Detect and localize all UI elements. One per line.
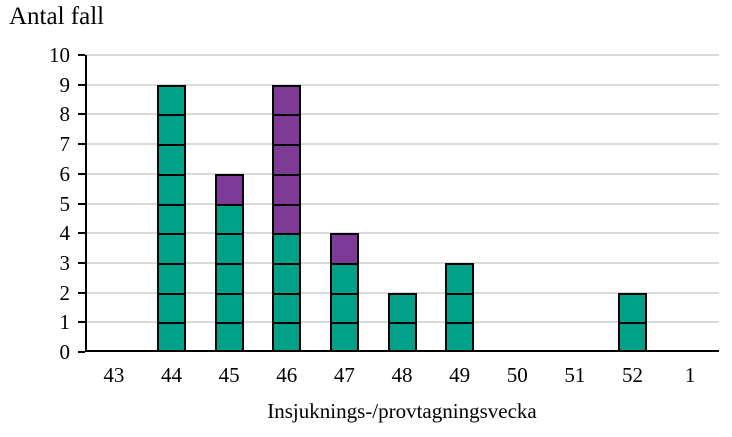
bar-cell	[156, 292, 186, 325]
x-tick-label: 49	[449, 363, 471, 387]
bar-cell	[156, 84, 186, 117]
gridline	[85, 113, 719, 116]
y-tick-label: 4	[59, 221, 71, 246]
bar-cell	[329, 292, 359, 325]
gridline	[85, 143, 719, 146]
y-tick-label: 9	[59, 72, 71, 97]
x-tick-label: 43	[103, 363, 125, 387]
y-tick-label: 2	[59, 280, 71, 305]
bar-cell	[272, 322, 302, 352]
chart-title: Antal fall	[9, 3, 105, 30]
x-axis-title: Insjuknings-/provtagningsvecka	[267, 399, 537, 423]
y-tick-label: 1	[59, 310, 71, 335]
bar-cell	[445, 262, 475, 295]
y-tick-mark	[78, 351, 85, 353]
y-tick-label: 10	[49, 43, 70, 67]
x-tick-label: 52	[622, 363, 644, 387]
y-tick-mark	[78, 172, 85, 175]
bar-cell	[387, 322, 417, 352]
bar-cell	[156, 233, 186, 265]
y-tick-mark	[78, 291, 85, 294]
bar-cell	[272, 203, 302, 236]
y-tick-mark	[78, 261, 85, 264]
y-tick-mark	[78, 321, 85, 324]
y-tick-label: 7	[59, 132, 71, 157]
bar-cell	[272, 144, 302, 176]
y-tick-mark	[78, 83, 85, 86]
bar-cell	[272, 173, 302, 206]
x-tick-label: 47	[333, 363, 355, 387]
bar-cell	[156, 322, 186, 352]
bar-cell	[272, 262, 302, 295]
y-tick-mark	[78, 54, 85, 56]
bar-cell	[272, 114, 302, 147]
bar-cell	[156, 203, 186, 236]
bar-cell	[272, 292, 302, 325]
gridline	[85, 83, 719, 86]
y-tick-mark	[78, 202, 85, 205]
x-axis-line	[85, 350, 719, 352]
y-tick-label: 8	[59, 102, 71, 127]
x-tick-label: 48	[391, 363, 413, 387]
y-tick-mark	[78, 113, 85, 116]
y-tick-label: 0	[59, 340, 71, 364]
bar-cell	[272, 233, 302, 265]
bar-cell	[214, 203, 244, 236]
bar-cell	[214, 233, 244, 265]
gridline	[85, 291, 719, 294]
x-tick-label: 50	[506, 363, 528, 387]
bar-cell	[156, 173, 186, 206]
y-tick-mark	[78, 232, 85, 235]
bar-cell	[156, 114, 186, 147]
y-tick-label: 5	[59, 191, 71, 216]
bar-cell	[156, 262, 186, 295]
x-tick-label: 1	[684, 363, 696, 387]
bar-cell	[214, 322, 244, 352]
gridline	[85, 232, 719, 235]
y-tick-label: 6	[59, 161, 71, 186]
bar-cell	[214, 262, 244, 295]
bar-cell	[329, 322, 359, 352]
bar-cell	[387, 292, 417, 325]
x-tick-label: 45	[218, 363, 240, 387]
bar-cell	[214, 292, 244, 325]
bar-cell	[329, 233, 359, 265]
bar-cell	[329, 262, 359, 295]
x-tick-label: 44	[160, 363, 182, 387]
y-tick-label: 3	[59, 250, 71, 275]
plot-area	[85, 54, 719, 352]
gridline	[85, 54, 719, 56]
x-tick-label: 46	[276, 363, 298, 387]
gridline	[85, 202, 719, 205]
bar-cell	[156, 144, 186, 176]
bar-cell	[272, 84, 302, 117]
bar-cell	[214, 173, 244, 206]
bar-cell	[618, 322, 648, 352]
y-axis-line	[85, 55, 87, 352]
bar-cell	[445, 322, 475, 352]
bar-cell	[618, 292, 648, 325]
gridline	[85, 261, 719, 264]
y-tick-mark	[78, 143, 85, 146]
gridline	[85, 172, 719, 175]
bar-cell	[445, 292, 475, 325]
x-tick-label: 51	[564, 363, 586, 387]
